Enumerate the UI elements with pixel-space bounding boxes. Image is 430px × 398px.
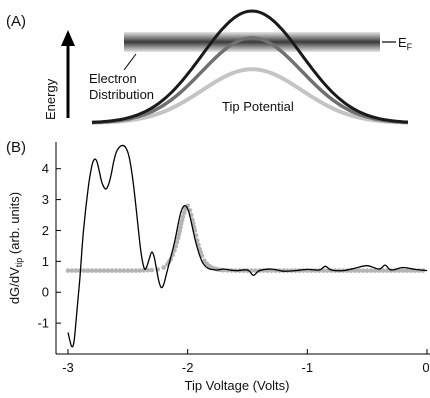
energy-axis-label: Energy: [43, 78, 58, 120]
series-dot: [202, 258, 207, 264]
y-tick-label: 2: [42, 223, 49, 238]
series-dot: [396, 268, 402, 273]
panel-a-label: (A): [6, 13, 26, 30]
x-axis-label: Tip Voltage (Volts): [184, 378, 289, 393]
y-tick-label: 0: [42, 285, 49, 300]
electron-distribution-pointer: [123, 53, 137, 71]
series-dot: [352, 268, 358, 273]
tip-potential-curve-light: [91, 67, 409, 125]
series-dot: [65, 268, 71, 273]
series-dot: [179, 217, 185, 223]
y-tick-label: 3: [42, 192, 49, 207]
series-dot: [145, 267, 151, 273]
series-dot: [137, 268, 143, 273]
series-dot: [321, 268, 326, 273]
series-dot: [121, 268, 127, 273]
series-dot: [173, 244, 178, 249]
x-tick-label: -2: [182, 360, 194, 375]
series-dot: [177, 228, 182, 234]
series-dot: [105, 268, 111, 273]
series-dot: [109, 268, 115, 273]
fermi-level-band: [124, 32, 380, 52]
series-dot: [360, 268, 366, 273]
x-tick-label: -1: [302, 360, 314, 375]
y-tick-label: -1: [37, 316, 49, 331]
y-tick-label: 4: [42, 161, 49, 176]
series-dot: [125, 268, 131, 273]
series-dot: [180, 214, 186, 219]
y-tick-label: 1: [42, 254, 49, 269]
series-dot: [384, 268, 390, 273]
x-ticks: -3 -2 -1 0: [62, 349, 430, 375]
series-dot: [179, 221, 184, 227]
series-dot: [178, 225, 183, 230]
series-dot: [372, 268, 378, 273]
series-dot: [161, 265, 166, 270]
x-tick-label: 0: [422, 360, 429, 375]
series-dot: [89, 268, 95, 273]
series-dot: [181, 210, 187, 215]
series-dot: [117, 268, 123, 273]
series-dot: [356, 268, 362, 273]
x-tick-label: -3: [62, 360, 74, 375]
series-solid-line: [67, 144, 428, 348]
series-dot: [129, 268, 135, 273]
electron-distribution-label-line2: Distribution: [89, 87, 154, 102]
series-dot: [101, 268, 107, 273]
series-dot: [93, 268, 99, 273]
series-dot: [113, 268, 119, 273]
panel-a: (A) Energy EF Electron Distribution Tip …: [6, 9, 413, 125]
tip-potential-curve-dark: [91, 9, 409, 124]
series-dot: [97, 268, 103, 273]
series-dot: [364, 268, 370, 273]
tip-potential-label: Tip Potential: [222, 99, 294, 114]
energy-arrow-icon: [61, 30, 75, 118]
series-dot: [176, 232, 182, 237]
series-dot: [325, 268, 330, 273]
series-dot: [400, 268, 406, 273]
series-dot: [69, 268, 75, 273]
y-ticks: -1 0 1 2 3 4: [37, 161, 61, 331]
series-dot: [81, 268, 87, 273]
y-axis-label: dG/dVtip (arb. units): [7, 192, 24, 304]
series-dot: [380, 268, 386, 273]
fermi-level-label: EF: [398, 35, 413, 52]
tip-potential-curve-medium: [91, 36, 408, 125]
panel-b-label: (B): [6, 139, 26, 156]
series-dotted-group: [65, 203, 426, 273]
series-dot: [368, 268, 374, 273]
series-dot: [149, 267, 155, 273]
electron-distribution-label-line1: Electron: [89, 71, 137, 86]
series-dot: [174, 240, 180, 245]
series-dot: [133, 268, 139, 273]
series-dot: [253, 268, 258, 273]
series-dot: [73, 268, 79, 273]
plot-frame: [55, 142, 430, 355]
series-dot: [175, 235, 181, 241]
series-dot: [85, 268, 91, 273]
series-dot: [404, 268, 410, 273]
